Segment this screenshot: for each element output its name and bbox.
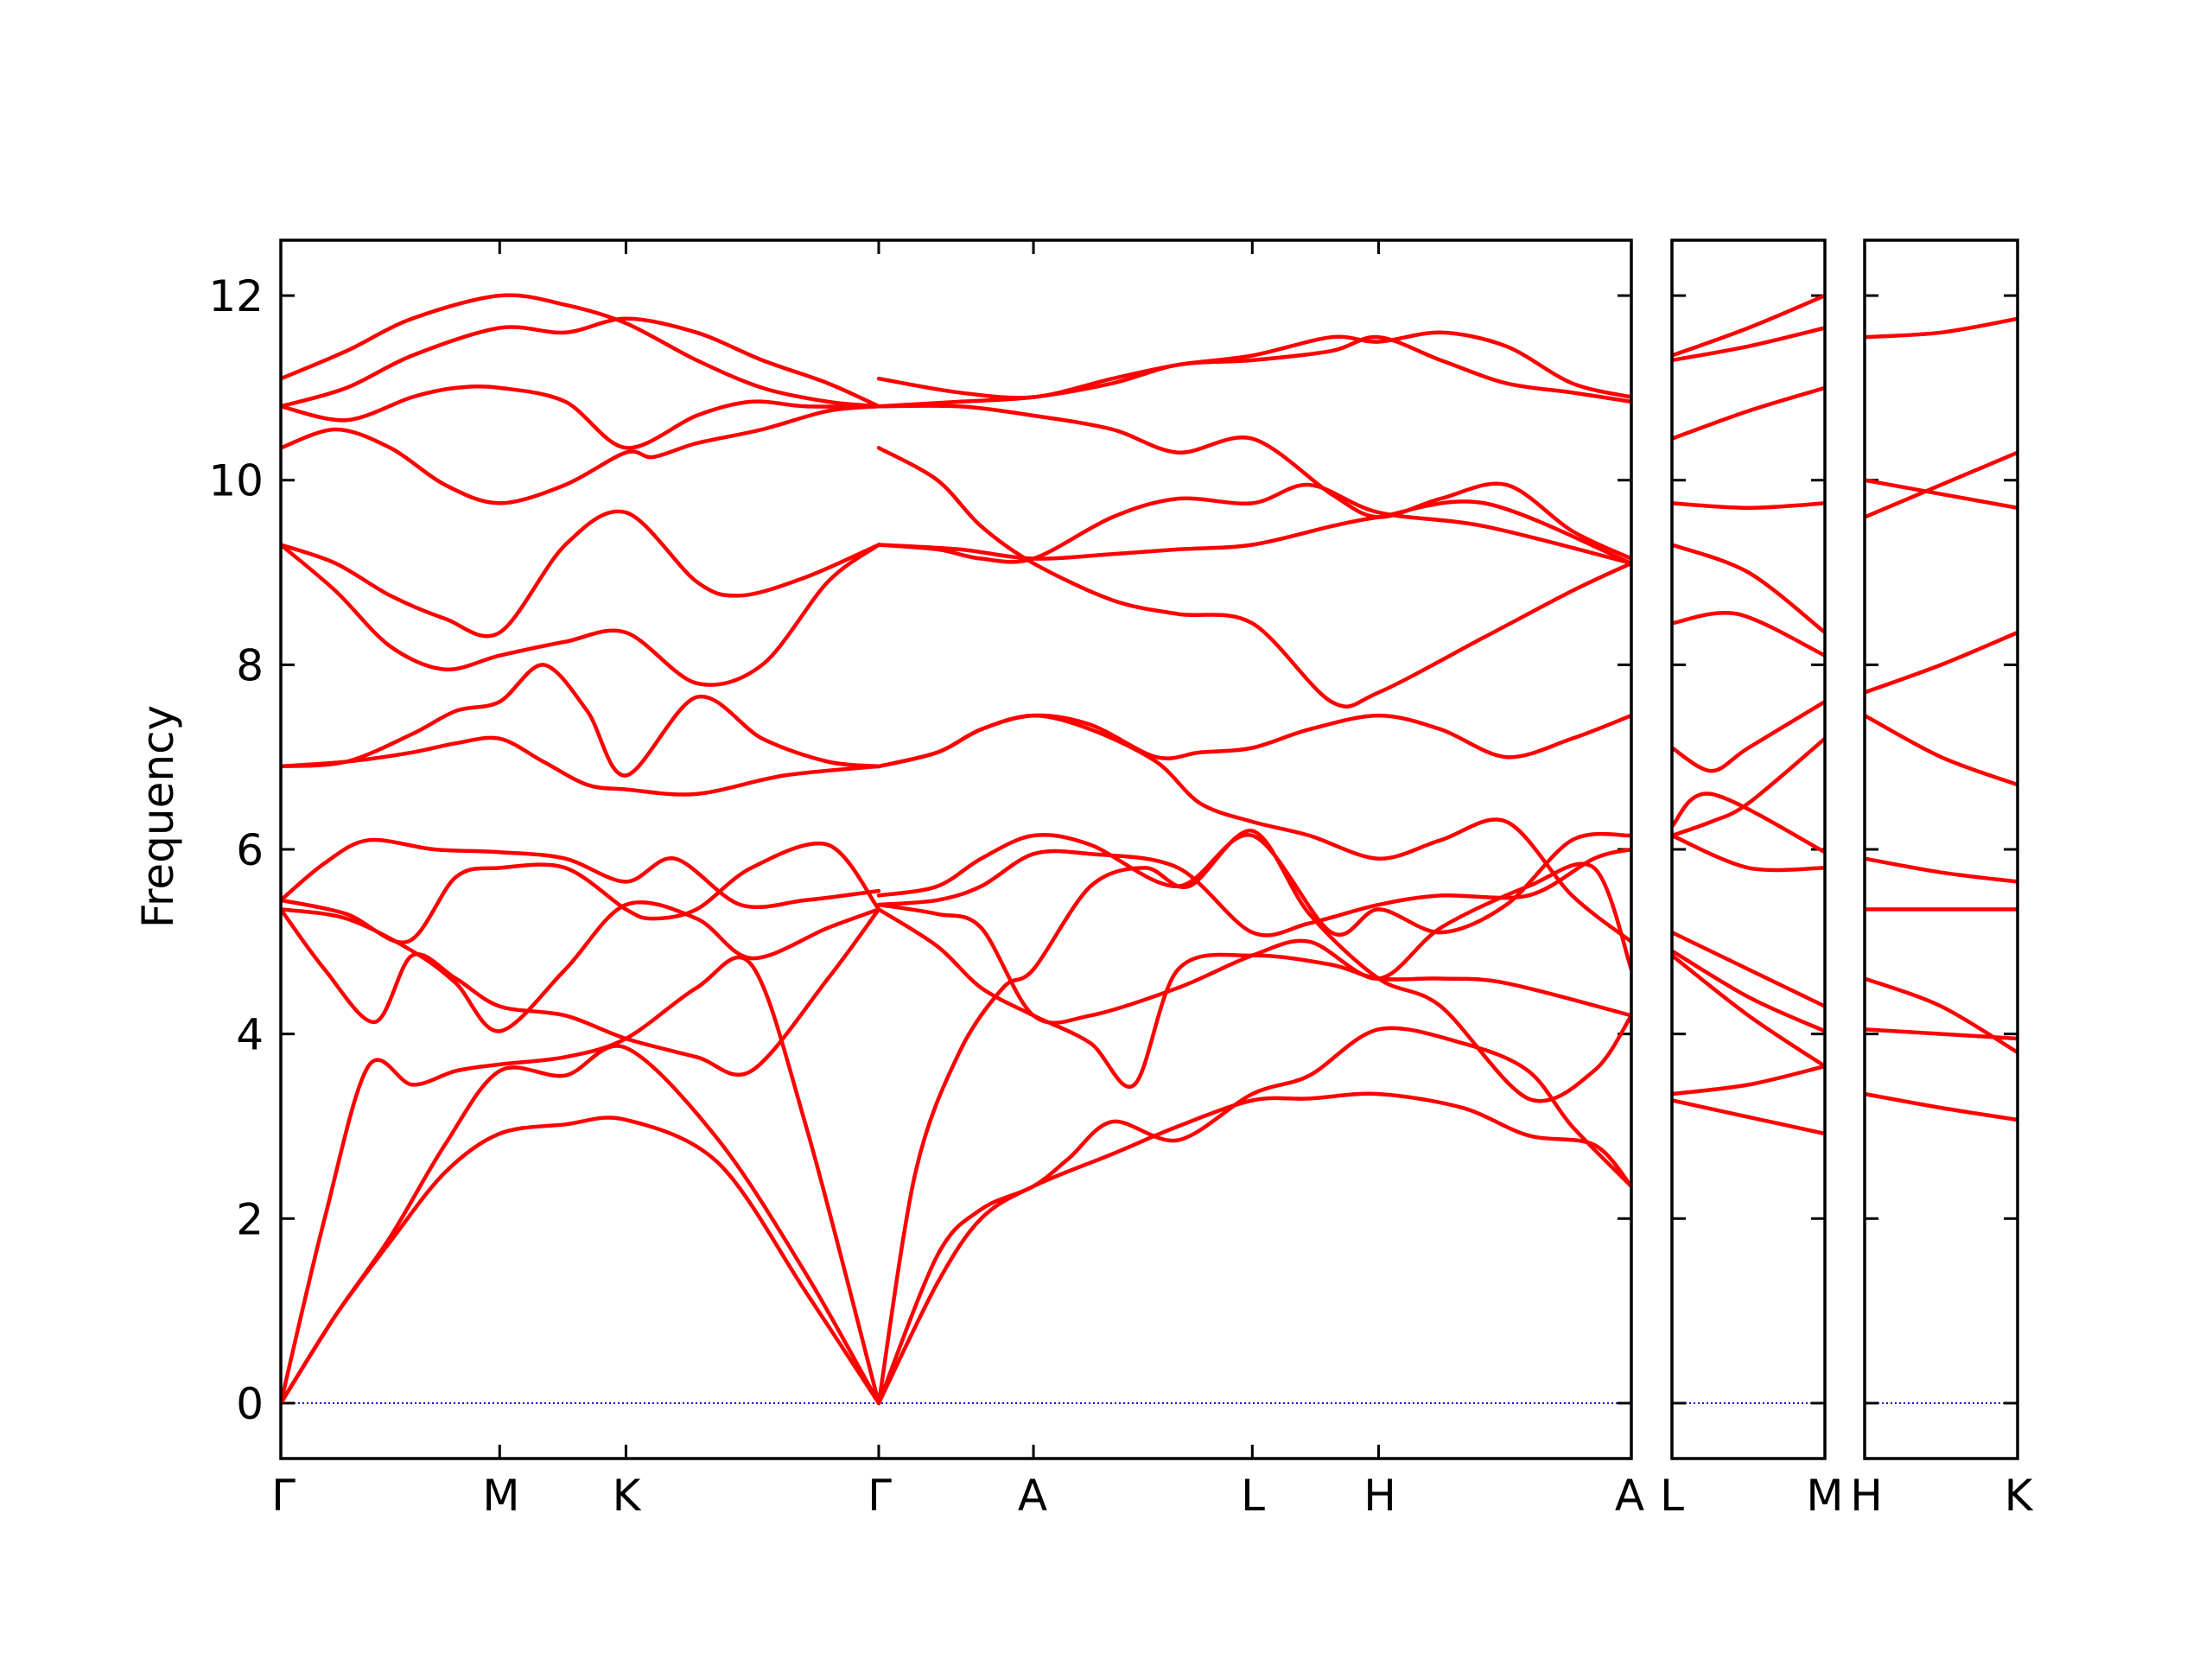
x-tick-label-a: A <box>1615 1471 1644 1521</box>
y-tick-label: 0 <box>236 1379 264 1429</box>
phonon-band <box>281 837 881 910</box>
phonon-band <box>1672 949 1825 1033</box>
phonon-band <box>1672 326 1825 363</box>
x-tick-label-m: M <box>1806 1471 1843 1521</box>
x-tick-label-l: L <box>1241 1471 1265 1521</box>
phonon-band <box>876 330 1631 400</box>
phonon-band <box>1672 736 1825 838</box>
x-tick-label-gamma: Γ <box>868 1471 892 1521</box>
x-tick-label-k: K <box>2005 1471 2034 1521</box>
phonon-band <box>876 831 1631 937</box>
phonon-band <box>876 482 1631 566</box>
panel-h-k <box>1863 238 2019 1460</box>
phonon-band <box>876 1091 1631 1406</box>
phonon-band <box>1672 543 1825 635</box>
phonon-band <box>1672 1064 1825 1096</box>
y-tick-label: 10 <box>208 456 264 506</box>
phonon-band <box>876 404 1631 561</box>
phonon-band <box>281 509 881 639</box>
y-axis-label: Frequency <box>133 705 183 928</box>
x-tick-label-h: H <box>1363 1471 1396 1521</box>
phonon-band <box>1865 316 2018 340</box>
y-tick-label: 4 <box>236 1010 264 1060</box>
phonon-band <box>1672 385 1825 441</box>
phonon-band <box>1865 1091 2018 1122</box>
phonon-band <box>1672 1098 1825 1136</box>
x-tick-label-k: K <box>613 1471 642 1521</box>
phonon-band <box>876 446 1631 709</box>
panel-frame <box>279 238 1633 1460</box>
y-tick-label: 6 <box>236 825 264 875</box>
phonon-band <box>876 861 1631 1025</box>
y-tick-labels: 0 2 4 6 8 10 12 <box>208 271 264 1429</box>
phonon-band <box>1672 833 1825 873</box>
phonon-band <box>1865 630 2018 695</box>
phonon-band <box>1865 713 2018 787</box>
x-tick-label-m: M <box>482 1471 519 1521</box>
phonon-band <box>281 955 881 1406</box>
phonon-band <box>1865 976 2018 1055</box>
y-tick-label: 8 <box>236 640 264 690</box>
phonon-band <box>876 499 1631 566</box>
phonon-band <box>876 847 1631 938</box>
x-tick-label-l: L <box>1660 1471 1684 1521</box>
phonon-band <box>1672 930 1825 1008</box>
panel-frame <box>1670 238 1827 1460</box>
phonon-band <box>1672 953 1825 1069</box>
x-tick-label-a: A <box>1018 1471 1047 1521</box>
phonon-band <box>1865 1027 2018 1041</box>
phonon-band <box>1672 791 1825 855</box>
phonon-band <box>1865 478 2018 511</box>
x-tick-label-h: H <box>1850 1471 1883 1521</box>
phonon-band <box>281 899 881 1033</box>
phonon-band <box>281 735 881 797</box>
phonon-band <box>1672 501 1825 511</box>
y-tick-label: 2 <box>236 1194 264 1244</box>
panel-l-m <box>1670 238 1827 1460</box>
phonon-band <box>281 543 881 687</box>
panel-main <box>279 238 1633 1460</box>
phonon-band <box>1672 699 1825 773</box>
phonon-band <box>876 713 1631 769</box>
phonon-band <box>1672 611 1825 658</box>
phonon-band <box>876 713 1631 944</box>
phonon-band <box>281 663 881 778</box>
phonon-band <box>281 1044 881 1406</box>
phonon-band <box>281 907 881 1077</box>
phonon-band <box>281 1116 881 1406</box>
panel-frame <box>1863 238 2019 1460</box>
phonon-band <box>876 829 1631 1406</box>
phonon-band <box>1865 856 2018 884</box>
x-tick-labels: Γ M K Γ A L H A L M H K <box>271 1471 2034 1521</box>
y-tick-label: 12 <box>208 271 264 321</box>
phonon-band <box>1865 450 2018 519</box>
phonon-band <box>281 316 881 409</box>
x-tick-label-gamma: Γ <box>271 1471 296 1521</box>
phonon-band <box>876 907 1631 1089</box>
phonon-band <box>281 842 881 945</box>
phonon-band <box>281 385 881 450</box>
phonon-band <box>281 404 881 505</box>
phonon-band <box>1672 293 1825 358</box>
phonon-band <box>281 293 881 409</box>
phonon-band <box>876 1026 1631 1406</box>
